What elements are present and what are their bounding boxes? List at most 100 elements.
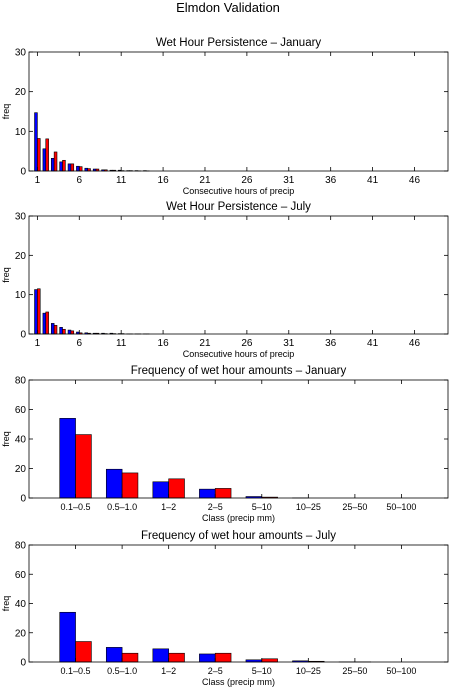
- x-tick-label: 5–10: [252, 502, 272, 512]
- x-tick-label: 0.5–1.0: [107, 502, 137, 512]
- x-tick-label: 10–25: [296, 502, 321, 512]
- x-tick-label: 26: [241, 338, 253, 349]
- x-tick-label: 26: [241, 175, 253, 186]
- y-tick-label: 20: [15, 87, 27, 98]
- bar: [37, 138, 41, 172]
- bar: [59, 418, 76, 499]
- x-tick-label: 16: [158, 175, 170, 186]
- y-axis-label: freq: [1, 596, 11, 612]
- x-tick-label: 0.1–0.5: [61, 666, 91, 676]
- y-axis-label: freq: [1, 267, 11, 283]
- bar: [50, 323, 55, 335]
- bar: [59, 611, 76, 663]
- x-tick-label: 0.5–1.0: [107, 666, 137, 676]
- axes-box: [28, 215, 449, 335]
- bar: [34, 112, 38, 172]
- bar: [168, 478, 185, 499]
- y-tick-label: 40: [15, 435, 27, 446]
- x-tick-label: 41: [367, 338, 379, 349]
- x-tick-label: 10–25: [296, 666, 321, 676]
- y-tick-label: 30: [15, 48, 27, 59]
- x-tick-label: 50–100: [386, 666, 416, 676]
- bar: [75, 641, 92, 663]
- y-tick-label: 30: [15, 212, 27, 223]
- bar: [75, 434, 92, 499]
- y-tick-label: 20: [15, 251, 27, 262]
- bar: [45, 311, 49, 335]
- x-tick-label: 0.1–0.5: [61, 502, 91, 512]
- axes-box: [28, 51, 449, 172]
- x-tick-label: 41: [367, 175, 379, 186]
- bar: [168, 652, 185, 663]
- bar: [59, 327, 63, 335]
- y-tick-label: 40: [15, 599, 27, 610]
- axes-box: [28, 379, 449, 499]
- chart-title: Wet Hour Persistence – January: [156, 37, 322, 49]
- x-tick-label: 1: [35, 175, 41, 186]
- x-tick-label: 21: [199, 338, 211, 349]
- bar: [62, 328, 66, 335]
- bar: [214, 652, 232, 663]
- y-axis-label: freq: [1, 431, 11, 447]
- x-tick-label: 1–2: [161, 502, 176, 512]
- x-tick-label: 2–5: [208, 502, 223, 512]
- chart-panel-3: Frequency of wet hour amounts – January 0…: [1, 365, 449, 523]
- x-tick-label: 25–50: [342, 502, 367, 512]
- x-tick-label: 2–5: [208, 666, 223, 676]
- y-tick-label: 60: [15, 405, 27, 416]
- bar: [78, 166, 83, 172]
- bar: [214, 488, 232, 499]
- panels: Wet Hour Persistence – January0102030fre…: [1, 37, 449, 687]
- bar: [53, 151, 58, 172]
- bar: [34, 289, 38, 335]
- y-tick-label: 80: [15, 541, 27, 552]
- x-tick-label: 6: [76, 175, 82, 186]
- bar: [53, 325, 58, 335]
- bar: [37, 288, 41, 335]
- x-axis-label: Consecutive hours of precip: [183, 186, 295, 196]
- y-tick-label: 80: [15, 376, 27, 387]
- chart-panel-1: Wet Hour Persistence – January 0 10 20 30 fre…: [1, 37, 449, 196]
- figure-title: Elmdon Validation: [176, 0, 280, 15]
- x-tick-label: 16: [158, 338, 170, 349]
- x-tick-label: 31: [283, 338, 295, 349]
- y-tick-label: 10: [15, 127, 27, 138]
- x-tick-label: 1–2: [161, 666, 176, 676]
- y-tick-label: 0: [20, 494, 26, 505]
- bar: [84, 167, 88, 172]
- chart-title: Frequency of wet hour amounts – January: [131, 365, 347, 377]
- x-tick-label: 50–100: [386, 502, 416, 512]
- x-axis-label: Class (precip mm): [202, 677, 275, 687]
- x-tick-label: 1: [35, 338, 41, 349]
- bar: [121, 652, 139, 663]
- bar: [70, 163, 75, 172]
- x-tick-label: 11: [116, 175, 127, 186]
- x-tick-label: 6: [76, 338, 82, 349]
- bar: [152, 481, 169, 499]
- bar: [261, 658, 278, 663]
- y-tick-label: 0: [20, 658, 26, 669]
- bar: [76, 165, 80, 172]
- x-tick-label: 46: [409, 175, 421, 186]
- chart-panel-4: Frequency of wet hour amounts – July 0 20 4…: [1, 530, 449, 687]
- bar: [67, 163, 72, 172]
- bar: [199, 653, 216, 663]
- x-tick-label: 25–50: [342, 666, 367, 676]
- bar: [42, 312, 47, 335]
- bar: [59, 161, 63, 172]
- y-tick-label: 20: [15, 464, 27, 475]
- y-tick-label: 60: [15, 570, 27, 581]
- bar: [199, 488, 216, 499]
- y-tick-label: 0: [20, 167, 26, 178]
- x-axis-label: Consecutive hours of precip: [183, 349, 295, 359]
- x-tick-label: 46: [409, 338, 421, 349]
- bar: [50, 158, 55, 172]
- x-tick-label: 36: [325, 338, 337, 349]
- x-tick-label: 11: [116, 338, 127, 349]
- bar: [105, 468, 123, 499]
- bar: [42, 148, 47, 172]
- bar: [62, 159, 66, 172]
- bar: [45, 138, 49, 172]
